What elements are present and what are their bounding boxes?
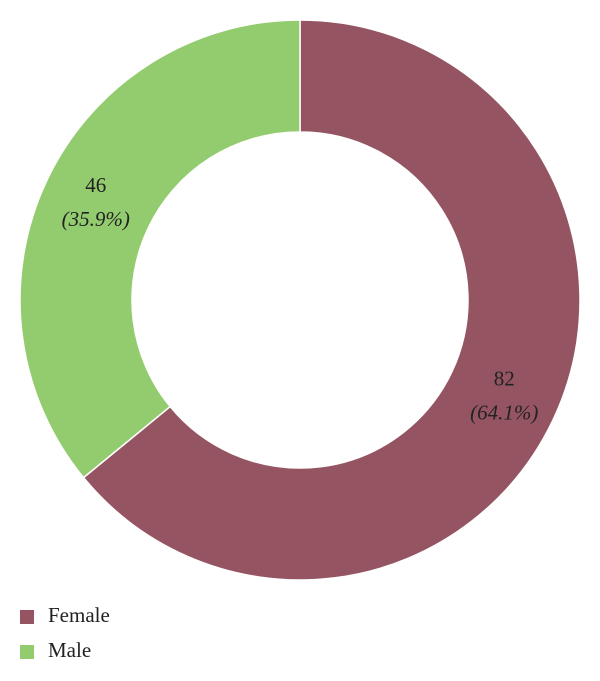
percent-label: (64.1%) — [470, 400, 538, 424]
legend-swatch — [20, 645, 34, 659]
legend-label: Female — [48, 603, 110, 627]
percent-label: (35.9%) — [62, 207, 130, 231]
legend-swatch — [20, 610, 34, 624]
legend-label: Male — [48, 638, 91, 662]
value-label: 46 — [85, 173, 106, 197]
donut-slice — [82, 19, 581, 581]
value-label: 82 — [494, 366, 515, 390]
donut-slice — [19, 19, 301, 479]
